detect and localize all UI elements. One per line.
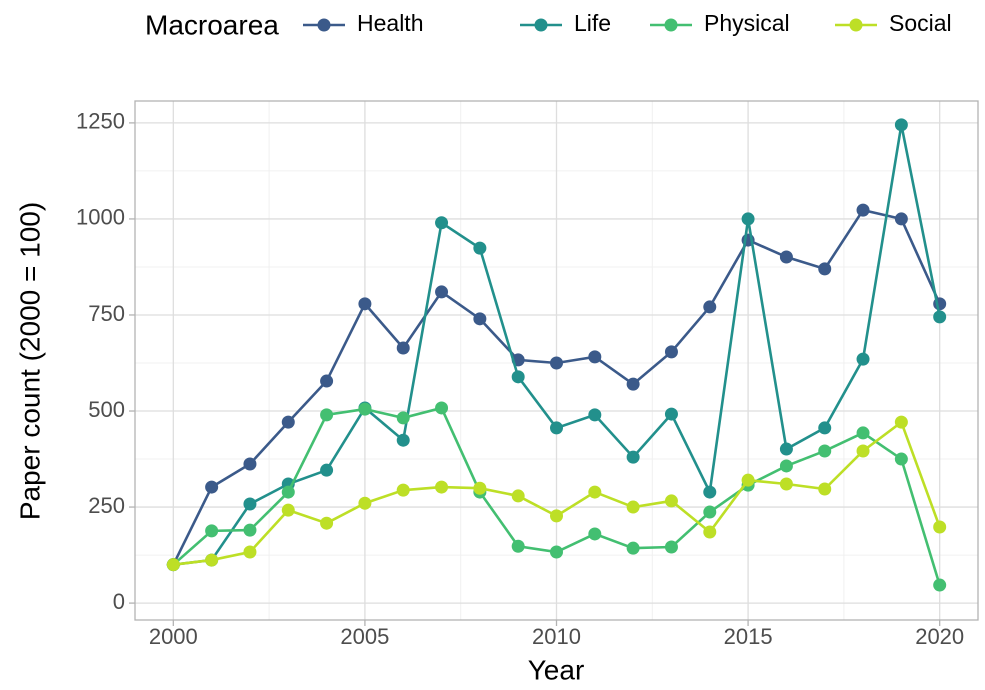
data-point [664, 540, 678, 554]
y-tick-label: 1000 [76, 205, 125, 230]
data-point [205, 553, 219, 567]
data-point [588, 408, 602, 422]
data-point [703, 300, 717, 314]
y-tick-label: 1250 [76, 109, 125, 134]
data-point [435, 285, 449, 299]
data-point [511, 489, 525, 503]
data-point [320, 516, 334, 530]
legend-dot [534, 18, 548, 32]
x-tick-label: 2020 [915, 624, 964, 649]
legend-dot [317, 18, 331, 32]
data-point [933, 520, 947, 534]
data-point [779, 442, 793, 456]
x-tick-label: 2005 [340, 624, 389, 649]
data-point [664, 407, 678, 421]
data-point [358, 496, 372, 510]
data-point [550, 509, 563, 523]
y-tick-label: 500 [88, 397, 125, 422]
x-tick-label: 2010 [532, 624, 581, 649]
data-point [703, 505, 717, 519]
data-point [626, 500, 640, 514]
data-point [243, 457, 257, 471]
legend-dot [664, 18, 678, 32]
data-point [894, 118, 908, 132]
y-tick-label: 750 [88, 301, 125, 326]
data-point [703, 525, 717, 539]
data-point [396, 433, 410, 447]
data-point [550, 356, 563, 370]
data-point [358, 402, 372, 416]
data-point [588, 350, 602, 364]
data-point [588, 485, 602, 499]
data-point [396, 341, 410, 355]
data-point [856, 352, 870, 366]
data-point [626, 541, 640, 555]
data-point [818, 444, 832, 458]
data-point [473, 241, 487, 255]
data-point [933, 578, 947, 592]
data-point [320, 463, 334, 477]
data-point [856, 203, 870, 217]
data-point [779, 477, 793, 491]
data-point [894, 212, 908, 226]
data-point [933, 310, 947, 324]
data-point [358, 297, 372, 311]
data-point [894, 415, 908, 429]
y-tick-label: 250 [88, 493, 125, 518]
data-point [818, 262, 832, 276]
data-point [243, 545, 257, 559]
data-point [703, 485, 717, 499]
data-point [588, 527, 602, 541]
data-point [550, 421, 563, 435]
x-tick-label: 2015 [724, 624, 773, 649]
data-point [741, 473, 755, 487]
data-point [856, 426, 870, 440]
data-point [396, 411, 410, 425]
data-point [894, 452, 908, 466]
data-point [396, 483, 410, 497]
data-point [741, 212, 755, 226]
x-axis-title: Year [528, 654, 585, 685]
data-point [243, 497, 257, 511]
legend-label: Life [574, 10, 611, 36]
data-point [320, 374, 334, 388]
data-point [664, 345, 678, 359]
data-point [473, 481, 487, 495]
legend-label: Health [357, 10, 423, 36]
data-point [243, 523, 257, 537]
legend-dot [849, 18, 863, 32]
legend-label: Social [889, 10, 952, 36]
data-point [435, 216, 449, 230]
data-point [511, 539, 525, 553]
x-tick-label: 2000 [149, 624, 198, 649]
data-point [205, 480, 219, 494]
data-point [818, 482, 832, 496]
data-point [856, 444, 870, 458]
y-tick-label: 0 [113, 589, 125, 614]
data-point [435, 480, 449, 494]
panel-border [134, 100, 979, 621]
data-point [626, 450, 640, 464]
data-point [664, 494, 678, 508]
data-point [281, 415, 295, 429]
data-point [473, 312, 487, 326]
y-axis-title: Paper count (2000 = 100) [14, 202, 45, 520]
data-point [818, 421, 832, 435]
data-point [320, 408, 334, 422]
data-point [779, 250, 793, 264]
data-point [511, 370, 525, 384]
legend-title: Macroarea [145, 9, 279, 40]
data-point [281, 503, 295, 517]
data-point [281, 485, 295, 499]
data-point [166, 558, 180, 572]
data-point [435, 401, 449, 415]
legend-label: Physical [704, 10, 790, 36]
data-point [205, 524, 219, 538]
data-point [550, 545, 563, 559]
data-point [626, 377, 640, 391]
data-point [779, 459, 793, 473]
